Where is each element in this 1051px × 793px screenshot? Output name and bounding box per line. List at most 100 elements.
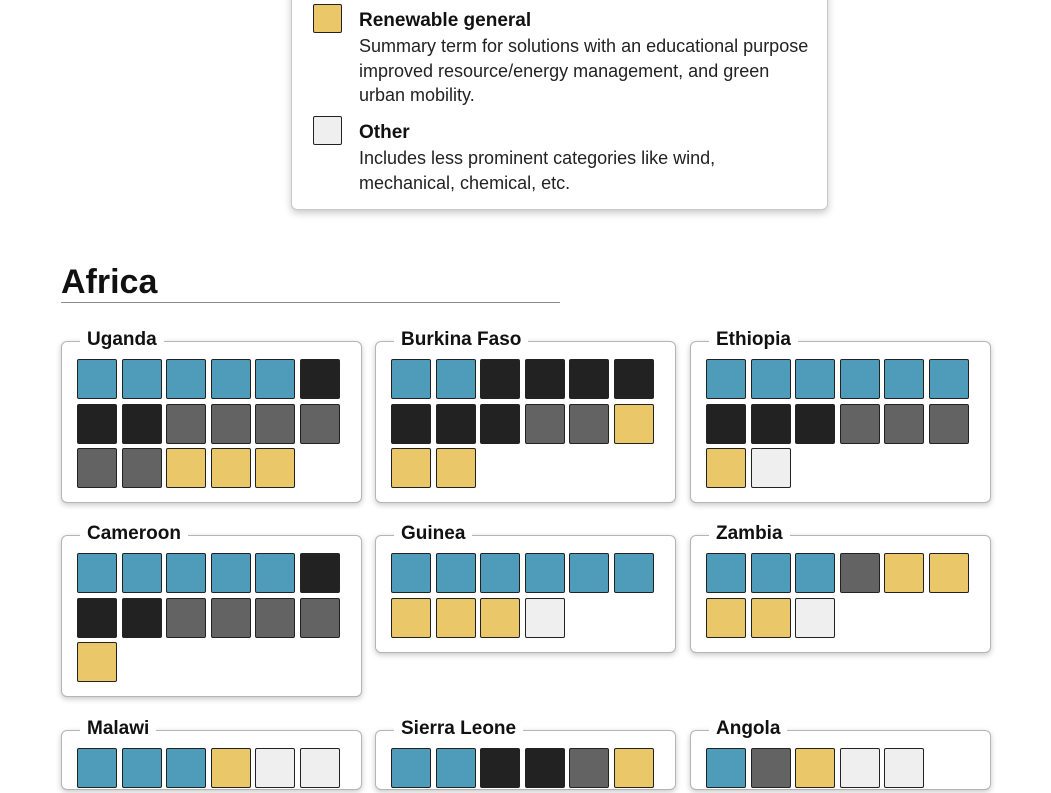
country-card-burkina-faso: Burkina Faso <box>375 329 676 503</box>
legend-title: Renewable general <box>359 10 532 31</box>
waffle-cell-gray <box>884 403 924 444</box>
waffle-cell-solar <box>795 359 835 399</box>
region-title: Africa <box>61 263 158 301</box>
waffle-grid <box>77 359 353 493</box>
waffle-cell-gray <box>299 597 340 638</box>
waffle-grid <box>77 553 353 687</box>
waffle-cell-solar <box>884 359 924 399</box>
waffle-cell-solar <box>121 359 162 399</box>
waffle-cell-renewable-general <box>255 448 295 488</box>
country-label: Sierra Leone <box>394 718 524 740</box>
waffle-cell-black <box>435 403 476 444</box>
waffle-cell-solar <box>391 748 431 788</box>
waffle-cell-other <box>795 597 835 638</box>
waffle-cell-black <box>299 359 340 399</box>
waffle-cell-renewable-general <box>884 553 924 593</box>
waffle-cell-gray <box>750 748 791 788</box>
waffle-cell-other <box>750 448 791 488</box>
waffle-cell-renewable-general <box>391 597 431 638</box>
country-card-sierra-leone: Sierra Leone <box>375 718 676 793</box>
waffle-cell-gray <box>77 448 117 488</box>
waffle-cell-black <box>480 403 520 444</box>
waffle-cell-black <box>524 748 565 788</box>
waffle-grid <box>391 553 667 642</box>
waffle-cell-gray <box>210 597 251 638</box>
waffle-grid <box>391 748 667 793</box>
waffle-cell-black <box>569 359 609 399</box>
waffle-cell-other <box>884 748 924 788</box>
waffle-cell-black <box>121 403 162 444</box>
waffle-cell-renewable-general <box>435 597 476 638</box>
waffle-cell-black <box>613 359 654 399</box>
waffle-cell-solar <box>706 359 746 399</box>
waffle-cell-black <box>750 403 791 444</box>
waffle-cell-solar <box>706 748 746 788</box>
waffle-cell-solar <box>255 553 295 593</box>
waffle-grid <box>706 553 982 642</box>
waffle-grid <box>391 359 667 493</box>
waffle-cell-renewable-general <box>210 748 251 788</box>
waffle-cell-black <box>795 403 835 444</box>
country-label: Guinea <box>394 523 473 545</box>
country-card-cameroon: Cameroon <box>61 523 362 697</box>
country-label: Ethiopia <box>709 329 798 351</box>
waffle-cell-solar <box>480 553 520 593</box>
waffle-cell-solar <box>839 359 880 399</box>
country-label: Malawi <box>80 718 157 740</box>
waffle-cell-black <box>480 748 520 788</box>
waffle-cell-solar <box>613 553 654 593</box>
country-card-malawi: Malawi <box>61 718 362 790</box>
waffle-grid <box>706 748 982 793</box>
waffle-cell-black <box>77 597 117 638</box>
waffle-cell-gray <box>255 403 295 444</box>
country-card-angola: Angola <box>690 718 991 793</box>
waffle-cell-gray <box>569 403 609 444</box>
country-label: Burkina Faso <box>394 329 529 351</box>
waffle-cell-solar <box>435 359 476 399</box>
waffle-cell-gray <box>839 403 880 444</box>
waffle-cell-solar <box>435 553 476 593</box>
waffle-cell-renewable-general <box>613 403 654 444</box>
waffle-cell-black <box>706 403 746 444</box>
waffle-cell-solar <box>255 359 295 399</box>
waffle-cell-gray <box>166 403 206 444</box>
waffle-cell-renewable-general <box>750 597 791 638</box>
waffle-cell-solar <box>77 359 117 399</box>
other-swatch <box>313 116 342 145</box>
waffle-cell-renewable-general <box>613 748 654 788</box>
waffle-cell-renewable-general <box>706 597 746 638</box>
waffle-cell-solar <box>121 553 162 593</box>
country-label: Angola <box>709 718 788 740</box>
waffle-cell-solar <box>77 748 117 788</box>
waffle-cell-renewable-general <box>391 448 431 488</box>
waffle-cell-black <box>524 359 565 399</box>
waffle-cell-gray <box>255 597 295 638</box>
waffle-cell-black <box>299 553 340 593</box>
waffle-cell-renewable-general <box>77 642 117 682</box>
waffle-cell-renewable-general <box>706 448 746 488</box>
waffle-cell-black <box>77 403 117 444</box>
waffle-cell-solar <box>928 359 969 399</box>
legend-description: Summary term for solutions with an educa… <box>359 36 809 105</box>
legend-description: Includes less prominent categories like … <box>359 148 716 193</box>
country-card-guinea: Guinea <box>375 523 676 653</box>
waffle-cell-black <box>480 359 520 399</box>
waffle-grid <box>706 359 982 493</box>
waffle-cell-black <box>121 597 162 638</box>
waffle-cell-renewable-general <box>928 553 969 593</box>
legend-panel: Renewable general Summary term for solut… <box>291 0 828 210</box>
waffle-cell-renewable-general <box>210 448 251 488</box>
waffle-cell-other <box>524 597 565 638</box>
waffle-cell-other <box>255 748 295 788</box>
waffle-cell-solar <box>77 553 117 593</box>
country-label: Uganda <box>80 329 164 351</box>
waffle-cell-solar <box>391 359 431 399</box>
waffle-cell-solar <box>210 359 251 399</box>
waffle-cell-other <box>839 748 880 788</box>
renewable-general-swatch <box>313 4 342 33</box>
waffle-cell-renewable-general <box>166 448 206 488</box>
waffle-cell-solar <box>750 359 791 399</box>
waffle-cell-solar <box>166 553 206 593</box>
country-card-zambia: Zambia <box>690 523 991 653</box>
waffle-cell-solar <box>795 553 835 593</box>
